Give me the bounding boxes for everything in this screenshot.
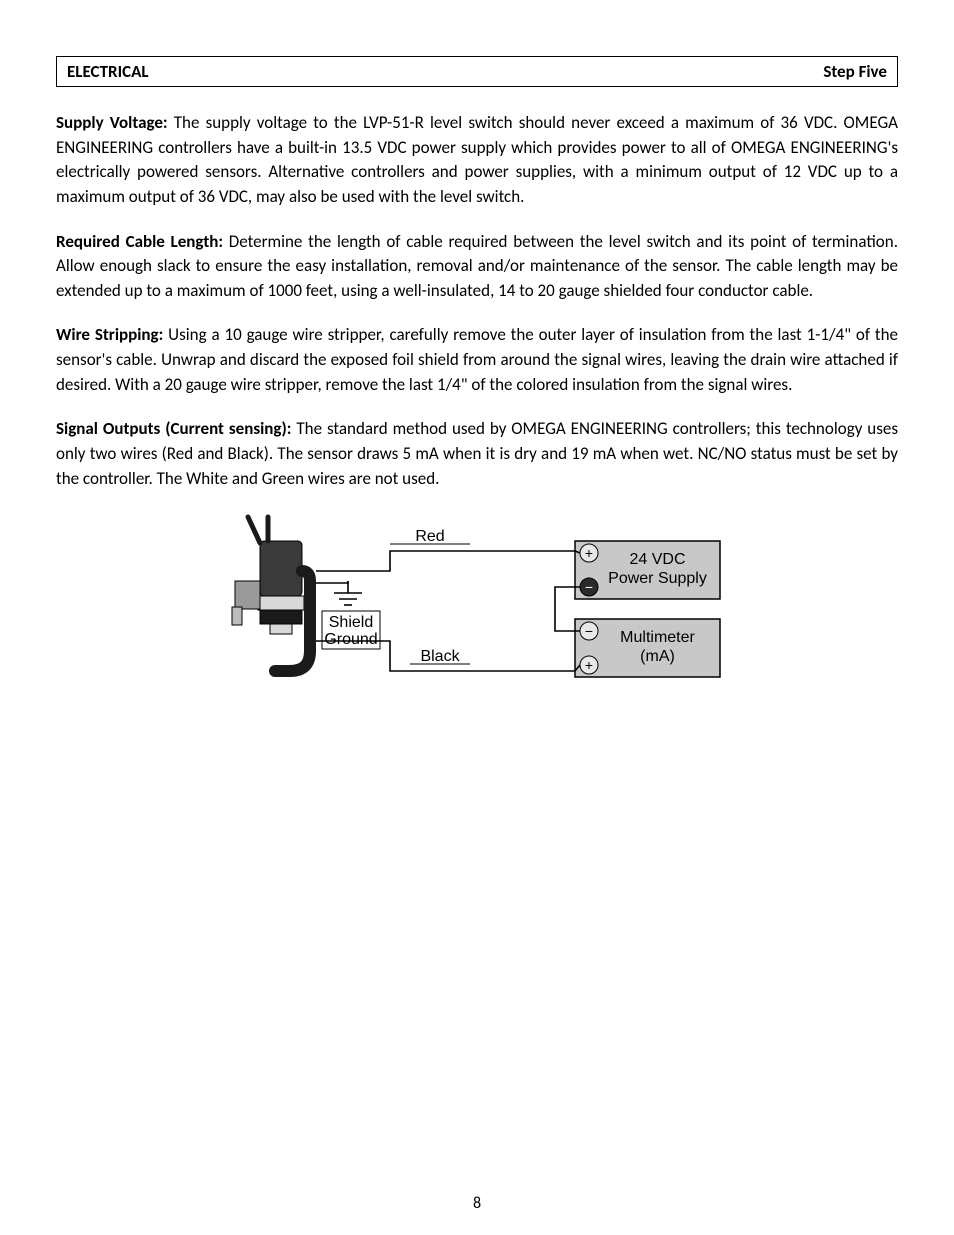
svg-text:Black: Black: [420, 648, 460, 665]
para-lead: Signal Outputs (Current sensing):: [56, 418, 291, 439]
svg-text:+: +: [584, 657, 592, 673]
section-title: ELECTRICAL: [67, 61, 149, 82]
para-lead: Supply Voltage:: [56, 112, 168, 133]
svg-text:Ground: Ground: [324, 631, 377, 648]
svg-text:24 VDC: 24 VDC: [629, 551, 685, 568]
wiring-diagram: ShieldGround Red Black 24 VDC Power Supply + −…: [230, 511, 725, 696]
svg-text:(mA): (mA): [640, 648, 675, 665]
page-number: 8: [0, 1194, 954, 1213]
paragraph-wire-stripping: Wire Stripping: Using a 10 gauge wire st…: [56, 323, 898, 397]
section-step: Step Five: [823, 61, 887, 82]
paragraph-supply-voltage: Supply Voltage: The supply voltage to th…: [56, 111, 898, 210]
svg-text:+: +: [584, 545, 592, 561]
para-body: Using a 10 gauge wire stripper, carefull…: [56, 324, 898, 394]
para-lead: Required Cable Length:: [56, 231, 223, 252]
paragraph-signal-outputs: Signal Outputs (Current sensing): The st…: [56, 417, 898, 491]
section-header: ELECTRICAL Step Five: [56, 56, 898, 87]
svg-text:Shield: Shield: [328, 614, 372, 631]
wiring-diagram-svg: ShieldGround Red Black 24 VDC Power Supply + −…: [230, 511, 725, 691]
svg-text:−: −: [584, 623, 592, 639]
svg-text:−: −: [584, 579, 592, 595]
svg-text:Power Supply: Power Supply: [608, 570, 707, 587]
paragraph-cable-length: Required Cable Length: Determine the len…: [56, 230, 898, 304]
para-lead: Wire Stripping:: [56, 324, 163, 345]
svg-text:Red: Red: [415, 528, 444, 545]
svg-text:Multimeter: Multimeter: [620, 629, 695, 646]
para-body: The supply voltage to the LVP-51-R level…: [56, 112, 898, 207]
